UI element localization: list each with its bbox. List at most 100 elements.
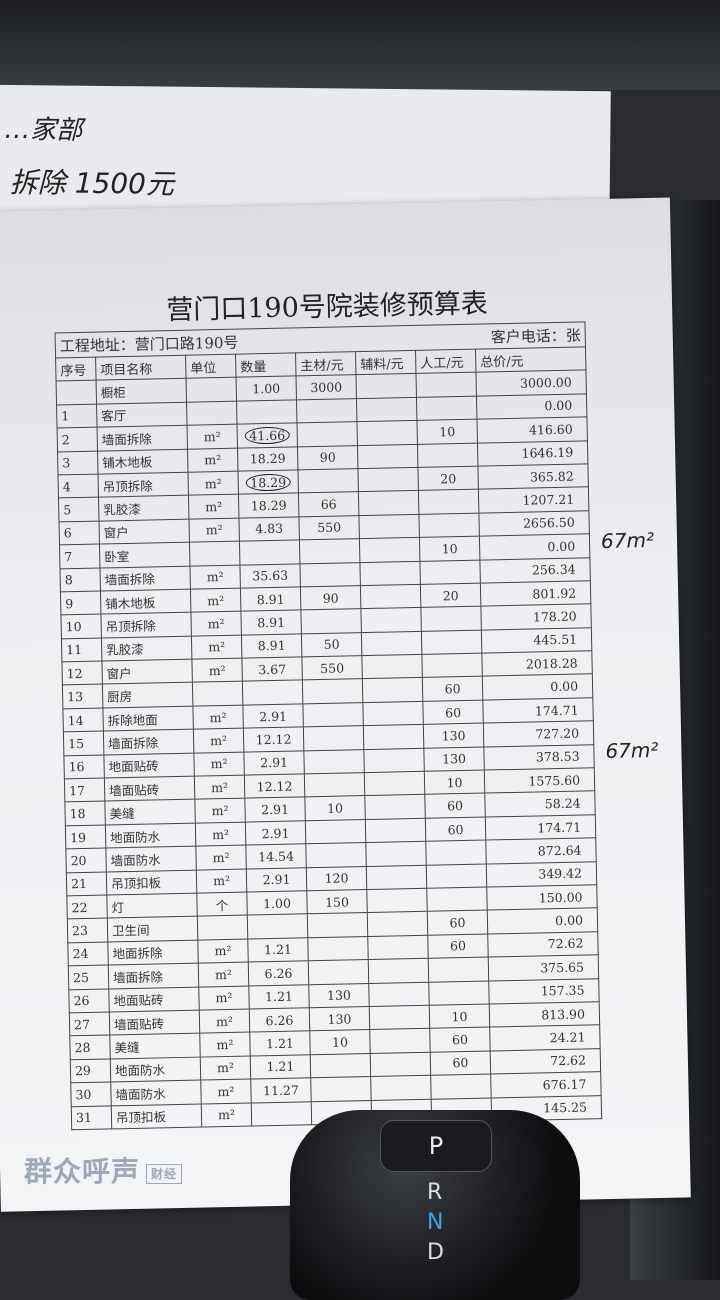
table-cell: 1646.19: [477, 440, 588, 467]
table-cell: m²: [195, 845, 247, 870]
cell-value: 地面拆除: [112, 945, 163, 962]
table-cell: [370, 1075, 432, 1101]
table-cell: 130: [309, 1006, 370, 1032]
table-cell: m²: [197, 938, 249, 964]
column-header: 总价/元: [475, 346, 587, 373]
cell-value: m²: [214, 966, 233, 983]
cell-value: 29: [74, 1063, 92, 1079]
cell-value: 130: [327, 1011, 352, 1027]
gear-n: N: [427, 1210, 444, 1235]
cell-value: 50: [323, 636, 340, 653]
cell-value: 客厅: [101, 408, 127, 424]
cell-value: 乳胶漆: [103, 501, 141, 518]
cell-value: 10: [65, 618, 82, 635]
table-cell: 12.12: [244, 773, 305, 799]
table-cell: 130: [423, 723, 484, 748]
table-cell: [357, 443, 418, 469]
table-cell: 10: [424, 770, 485, 795]
cell-value: 4.83: [255, 521, 284, 537]
table-cell: 吊顶扣板: [106, 869, 197, 895]
table-cell: [417, 442, 478, 468]
table-cell: m²: [196, 868, 247, 894]
table-cell: 墙面拆除: [97, 425, 188, 451]
cell-value: 20: [70, 852, 87, 869]
table-cell: [359, 560, 421, 586]
table-cell: 地面贴砖: [108, 986, 200, 1012]
cell-value: 727.20: [535, 725, 580, 742]
table-cell: [304, 772, 365, 798]
table-cell: 乳胶漆: [101, 635, 192, 662]
cell-value: 美缝: [109, 806, 135, 822]
cell-value: 174.71: [534, 702, 579, 719]
cell-value: 2.91: [261, 825, 290, 841]
table-cell: [430, 1074, 492, 1099]
table-cell: m²: [199, 1032, 251, 1057]
table-cell: [360, 607, 422, 633]
gear-shifter[interactable]: P R N D: [290, 1110, 580, 1300]
table-cell: [370, 1051, 431, 1077]
table-cell: 厨房: [102, 682, 193, 708]
cell-value: m²: [206, 569, 224, 585]
table-cell: 8.91: [240, 586, 301, 612]
table-cell: 1575.60: [484, 767, 595, 794]
cell-value: m²: [209, 709, 227, 725]
table-cell: 墙面拆除: [103, 729, 194, 755]
table-cell: 1.21: [248, 984, 310, 1009]
cell-value: 60: [449, 938, 467, 954]
cell-value: 2.91: [260, 754, 289, 771]
cell-value: m²: [217, 1083, 235, 1100]
cell-value: 14: [67, 712, 84, 728]
table-cell: [302, 702, 364, 728]
table-cell: [362, 677, 423, 703]
cell-value: 550: [317, 519, 342, 536]
cell-value: 2.91: [259, 708, 288, 724]
cell-value: 5: [63, 502, 72, 518]
park-button[interactable]: P: [380, 1120, 492, 1172]
table-cell: [363, 724, 424, 750]
table-cell: m²: [199, 1008, 250, 1034]
table-cell: m²: [194, 798, 246, 823]
table-cell: 256.34: [479, 557, 591, 584]
cell-value: 120: [324, 870, 349, 887]
table-cell: m²: [193, 728, 244, 753]
column-header: 人工/元: [415, 349, 477, 374]
table-cell: 墙面拆除: [99, 565, 191, 591]
table-cell: 0.00: [479, 533, 590, 560]
cell-value: 17: [68, 782, 86, 798]
table-cell: [366, 888, 428, 913]
table-cell: 窗户: [101, 659, 193, 685]
table-cell: [358, 514, 420, 539]
table-cell: [416, 372, 477, 398]
cell-value: 8.91: [256, 591, 285, 607]
table-cell: 60: [424, 793, 486, 819]
cell-value: 美缝: [114, 1039, 140, 1056]
column-header: 主材/元: [295, 351, 357, 377]
table-cell: [300, 608, 362, 634]
table-cell: 2.91: [243, 750, 305, 776]
table-cell: [305, 842, 367, 868]
table-cell: 28: [69, 1035, 111, 1060]
cell-value: 24: [72, 946, 89, 962]
cell-value: 3000: [310, 379, 343, 396]
table-cell: 3000.00: [476, 370, 587, 396]
table-cell: m²: [188, 517, 240, 543]
cell-value: 卧室: [104, 548, 130, 565]
cell-value: m²: [207, 592, 225, 608]
cell-value: 349.42: [538, 865, 583, 882]
cell-value: 18.29: [249, 450, 286, 467]
table-cell: 8.91: [241, 633, 302, 659]
cell-value: 130: [326, 987, 352, 1004]
handwritten-line-1: …家部: [4, 114, 83, 146]
table-cell: 90: [300, 585, 361, 611]
table-cell: 11.27: [250, 1077, 312, 1103]
table-cell: 416.60: [476, 417, 588, 443]
table-cell: 29: [70, 1058, 111, 1083]
table-cell: [369, 1005, 430, 1030]
table-cell: [421, 653, 483, 678]
column-header: 序号: [55, 357, 97, 382]
cell-value: 窗户: [106, 665, 132, 682]
cell-value: 18.29: [245, 473, 292, 492]
table-cell: 150.00: [486, 884, 598, 911]
cell-value: 23: [71, 922, 89, 939]
cell-value: m²: [204, 475, 222, 491]
